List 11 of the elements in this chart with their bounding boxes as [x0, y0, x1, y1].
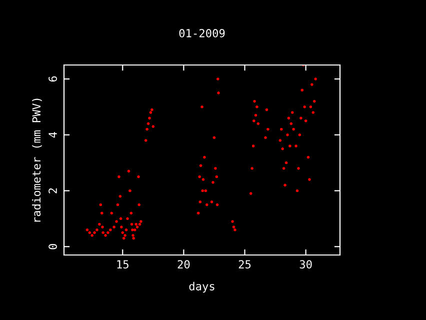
x-tick-label: 15 [117, 260, 128, 269]
y-tick-label: 2 [48, 188, 57, 194]
x-tick-label: 20 [178, 260, 190, 269]
x-tick-label: 30 [300, 260, 312, 269]
y-tick-label: 6 [48, 76, 57, 82]
y-tick-label: 0 [48, 244, 57, 250]
y-axis-title: radiometer (mm PWV) [32, 98, 42, 222]
y-tick-label: 4 [48, 132, 57, 138]
chart-title: 01-2009 [179, 28, 225, 38]
x-tick-label: 25 [238, 260, 251, 269]
x-axis-title: days [189, 282, 214, 293]
